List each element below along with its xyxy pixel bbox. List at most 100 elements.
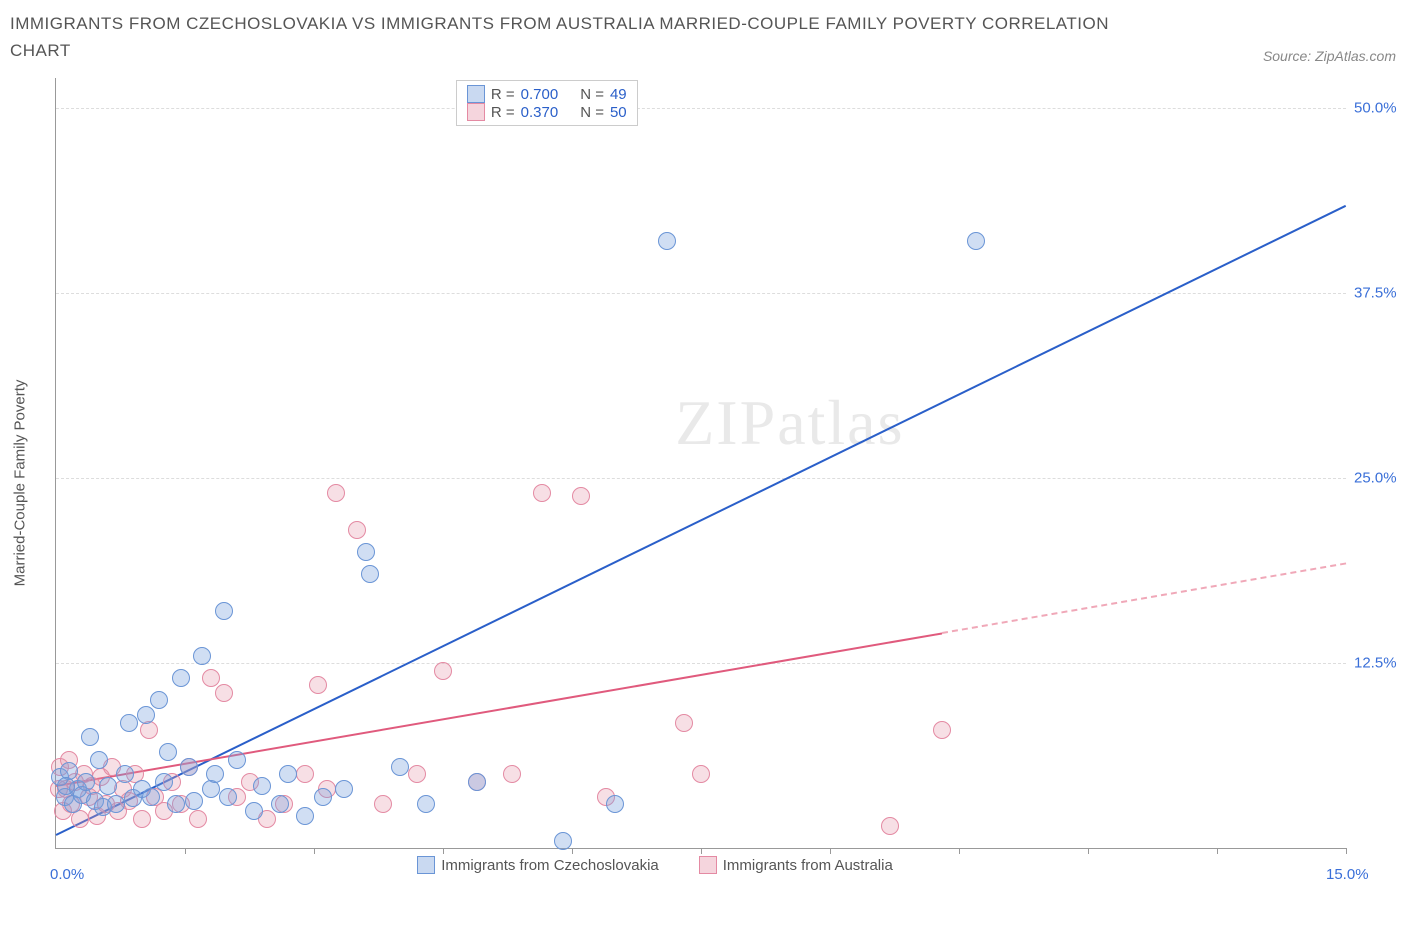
n-value: 49 <box>610 86 627 103</box>
data-point <box>357 543 375 561</box>
x-tick <box>830 848 831 854</box>
y-tick-label: 50.0% <box>1354 99 1397 116</box>
data-point <box>219 788 237 806</box>
stats-legend: R =0.700N =49R =0.370N =50 <box>456 80 638 126</box>
data-point <box>77 773 95 791</box>
data-point <box>116 765 134 783</box>
y-tick-label: 25.0% <box>1354 470 1397 487</box>
series-legend: Immigrants from Czechoslovakia Immigrants… <box>417 856 893 874</box>
gridline <box>56 293 1346 294</box>
data-point <box>193 647 211 665</box>
x-tick <box>1088 848 1089 854</box>
data-point <box>81 728 99 746</box>
data-point <box>159 743 177 761</box>
data-point <box>554 832 572 850</box>
swatch-icon <box>699 856 717 874</box>
x-min-label: 0.0% <box>50 866 84 883</box>
x-tick <box>572 848 573 854</box>
source-label: Source: ZipAtlas.com <box>1263 48 1396 64</box>
data-point <box>335 780 353 798</box>
legend-label: Immigrants from Australia <box>723 857 893 874</box>
data-point <box>271 795 289 813</box>
stats-row: R = 0.700 N = 49 <box>467 85 627 103</box>
data-point <box>391 758 409 776</box>
data-point <box>408 765 426 783</box>
x-tick <box>1217 848 1218 854</box>
data-point <box>155 773 173 791</box>
plot-area: 12.5%25.0%37.5%50.0%ZIPatlasR =0.700N =4… <box>55 78 1346 849</box>
x-tick <box>185 848 186 854</box>
data-point <box>228 751 246 769</box>
legend-item: Immigrants from Australia <box>699 856 893 874</box>
data-point <box>692 765 710 783</box>
data-point <box>933 721 951 739</box>
r-label: R = <box>491 86 515 103</box>
data-point <box>120 714 138 732</box>
data-point <box>468 773 486 791</box>
data-point <box>142 788 160 806</box>
data-point <box>309 676 327 694</box>
watermark: ZIPatlas <box>675 386 904 460</box>
data-point <box>675 714 693 732</box>
data-point <box>107 795 125 813</box>
data-point <box>185 792 203 810</box>
x-max-label: 15.0% <box>1326 866 1369 883</box>
data-point <box>172 669 190 687</box>
watermark-atlas: atlas <box>777 387 904 458</box>
data-point <box>533 484 551 502</box>
y-tick-label: 12.5% <box>1354 655 1397 672</box>
data-point <box>189 810 207 828</box>
x-tick <box>701 848 702 854</box>
swatch-icon <box>467 103 485 121</box>
r-label: R = <box>491 104 515 121</box>
data-point <box>296 765 314 783</box>
data-point <box>180 758 198 776</box>
data-point <box>374 795 392 813</box>
data-point <box>279 765 297 783</box>
data-point <box>296 807 314 825</box>
data-point <box>137 706 155 724</box>
data-point <box>967 232 985 250</box>
data-point <box>327 484 345 502</box>
data-point <box>215 602 233 620</box>
watermark-zip: ZIP <box>675 387 777 458</box>
chart-title: IMMIGRANTS FROM CZECHOSLOVAKIA VS IMMIGR… <box>10 10 1110 64</box>
data-point <box>361 565 379 583</box>
n-label: N = <box>580 104 604 121</box>
gridline <box>56 108 1346 109</box>
stats-row: R =0.370N =50 <box>467 103 627 121</box>
x-tick <box>959 848 960 854</box>
trend-line <box>942 563 1347 635</box>
data-point <box>314 788 332 806</box>
swatch-icon <box>417 856 435 874</box>
data-point <box>881 817 899 835</box>
data-point <box>417 795 435 813</box>
data-point <box>215 684 233 702</box>
data-point <box>202 669 220 687</box>
x-tick <box>1346 848 1347 854</box>
x-tick <box>314 848 315 854</box>
data-point <box>90 751 108 769</box>
data-point <box>167 795 185 813</box>
n-label: N = <box>580 86 604 103</box>
x-tick <box>443 848 444 854</box>
chart-container: Married-Couple Family Poverty 12.5% 25.0%… <box>10 68 1396 898</box>
data-point <box>572 487 590 505</box>
data-point <box>253 777 271 795</box>
trend-line <box>56 204 1347 835</box>
data-point <box>606 795 624 813</box>
data-point <box>206 765 224 783</box>
data-point <box>99 777 117 795</box>
r-value: 0.700 <box>521 86 559 103</box>
data-point <box>503 765 521 783</box>
legend-item: Immigrants from Czechoslovakia <box>417 856 659 874</box>
r-value: 0.370 <box>521 104 559 121</box>
data-point <box>434 662 452 680</box>
gridline <box>56 663 1346 664</box>
data-point <box>658 232 676 250</box>
legend-label: Immigrants from Czechoslovakia <box>441 857 659 874</box>
gridline <box>56 478 1346 479</box>
y-tick-label: 37.5% <box>1354 285 1397 302</box>
data-point <box>133 810 151 828</box>
y-axis-label: Married-Couple Family Poverty <box>12 380 29 587</box>
